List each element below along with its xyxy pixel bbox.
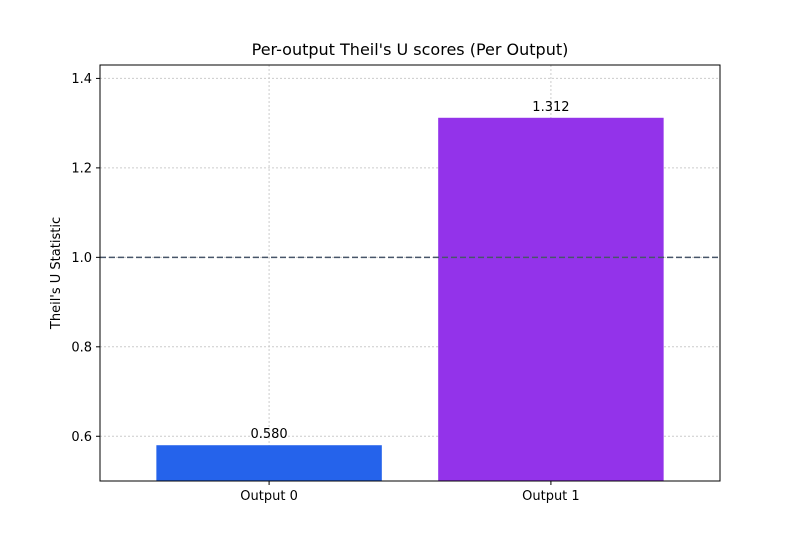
plot-frame: [99, 64, 721, 482]
data-label: 0.580: [250, 427, 287, 442]
data-label: 1.312: [532, 100, 569, 115]
data-labels: 0.580 1.312: [250, 100, 569, 442]
y-tick-label: 1.0: [71, 251, 92, 266]
y-axis-label: Theil's U Statistic: [49, 217, 64, 330]
x-tick-label: Output 0: [240, 489, 298, 504]
bar: [438, 117, 664, 481]
y-axis: 0.6 0.8 1.0 1.2 1.4: [71, 72, 100, 445]
x-axis: Output 0 Output 1: [240, 481, 580, 504]
y-tick-label: 0.6: [71, 430, 92, 445]
bars: [156, 117, 664, 481]
y-tick-label: 1.4: [71, 72, 92, 87]
y-tick-label: 1.2: [71, 161, 92, 176]
bar: [156, 445, 382, 481]
x-tick-label: Output 1: [522, 489, 580, 504]
chart-title: Per-output Theil's U scores (Per Output): [252, 40, 569, 59]
y-tick-label: 0.8: [71, 340, 92, 355]
